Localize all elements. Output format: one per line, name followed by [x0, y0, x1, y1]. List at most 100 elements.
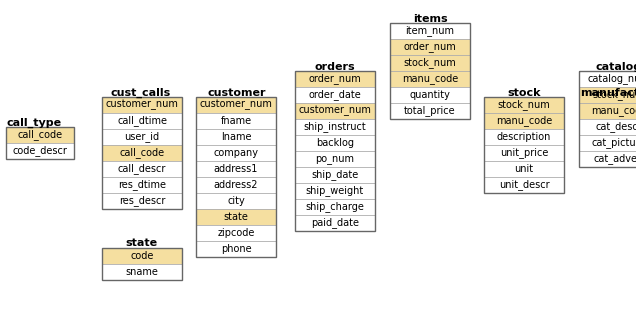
Text: catalog_num: catalog_num — [588, 74, 636, 85]
Text: stock_num: stock_num — [593, 89, 636, 100]
Text: cat_advert: cat_advert — [593, 154, 636, 164]
Text: manu_code: manu_code — [591, 106, 636, 116]
Text: cat_descr: cat_descr — [596, 121, 636, 133]
Text: stock_num: stock_num — [404, 58, 457, 68]
Bar — [390, 23, 470, 39]
Bar — [196, 145, 276, 161]
Text: paid_date: paid_date — [311, 217, 359, 228]
Text: order_num: order_num — [308, 74, 361, 85]
Text: order_date: order_date — [308, 89, 361, 100]
Text: stock: stock — [508, 88, 541, 98]
Text: res_dtime: res_dtime — [118, 180, 166, 190]
Text: phone: phone — [221, 244, 251, 254]
Bar — [196, 113, 276, 129]
Bar — [390, 55, 470, 71]
Bar — [484, 177, 564, 193]
Text: code: code — [130, 251, 154, 261]
Bar — [196, 225, 276, 241]
Bar — [390, 23, 470, 119]
Bar — [196, 97, 276, 257]
Text: zipcode: zipcode — [218, 228, 254, 238]
Bar — [102, 193, 182, 209]
Text: state: state — [224, 212, 249, 222]
Text: items: items — [413, 14, 447, 24]
Text: po_num: po_num — [315, 154, 354, 164]
Text: call_descr: call_descr — [118, 164, 166, 174]
Text: manufact: manufact — [581, 88, 636, 98]
Bar — [102, 248, 182, 264]
Bar — [295, 199, 375, 215]
Text: customer_num: customer_num — [106, 100, 179, 110]
Bar — [196, 209, 276, 225]
Text: manu_code: manu_code — [402, 74, 458, 85]
Text: unit_price: unit_price — [500, 147, 548, 159]
Text: call_code: call_code — [120, 147, 165, 159]
Bar — [196, 193, 276, 209]
Bar — [295, 215, 375, 231]
Text: manu_code: manu_code — [496, 115, 552, 126]
Text: unit_descr: unit_descr — [499, 180, 550, 190]
Text: cust_calls: cust_calls — [111, 88, 171, 98]
Bar — [196, 177, 276, 193]
Bar — [102, 113, 182, 129]
Text: ship_charge: ship_charge — [305, 202, 364, 213]
Text: city: city — [227, 196, 245, 206]
Text: ship_instruct: ship_instruct — [303, 121, 366, 133]
Bar — [102, 145, 182, 161]
Bar — [6, 127, 74, 143]
Text: state: state — [125, 238, 157, 248]
Text: total_price: total_price — [404, 106, 456, 116]
Bar — [295, 183, 375, 199]
Bar — [390, 39, 470, 55]
Bar — [484, 129, 564, 145]
Bar — [196, 97, 276, 113]
Bar — [196, 161, 276, 177]
Bar — [102, 264, 182, 280]
Bar — [579, 135, 636, 151]
Bar — [102, 161, 182, 177]
Text: quantity: quantity — [410, 90, 450, 100]
Bar — [390, 71, 470, 87]
Bar — [102, 177, 182, 193]
Text: code_descr: code_descr — [13, 145, 67, 157]
Text: item_num: item_num — [406, 26, 455, 37]
Bar — [295, 87, 375, 103]
Bar — [295, 71, 375, 87]
Bar — [295, 151, 375, 167]
Bar — [102, 97, 182, 209]
Bar — [295, 71, 375, 231]
Text: call_dtime: call_dtime — [117, 115, 167, 126]
Text: customer_num: customer_num — [200, 100, 272, 110]
Bar — [196, 241, 276, 257]
Bar — [484, 97, 564, 193]
Bar — [295, 135, 375, 151]
Bar — [484, 113, 564, 129]
Text: cat_picture: cat_picture — [592, 138, 636, 148]
Bar — [579, 103, 636, 119]
Bar — [102, 97, 182, 113]
Bar — [102, 129, 182, 145]
Text: lname: lname — [221, 132, 251, 142]
Text: fname: fname — [221, 116, 252, 126]
Bar — [295, 119, 375, 135]
Text: unit: unit — [515, 164, 534, 174]
Bar — [579, 87, 636, 103]
Bar — [6, 143, 74, 159]
Text: address1: address1 — [214, 164, 258, 174]
Bar — [295, 167, 375, 183]
Text: sname: sname — [125, 267, 158, 277]
Text: res_descr: res_descr — [119, 195, 165, 207]
Bar — [295, 103, 375, 119]
Bar — [196, 129, 276, 145]
Text: customer: customer — [208, 88, 266, 98]
Bar — [579, 71, 636, 167]
Text: address2: address2 — [214, 180, 258, 190]
Text: ship_date: ship_date — [312, 169, 359, 180]
Bar — [579, 119, 636, 135]
Text: user_id: user_id — [125, 132, 160, 142]
Bar — [484, 145, 564, 161]
Text: call_type: call_type — [6, 118, 62, 128]
Bar — [6, 127, 74, 159]
Text: orders: orders — [315, 62, 356, 72]
Bar — [390, 103, 470, 119]
